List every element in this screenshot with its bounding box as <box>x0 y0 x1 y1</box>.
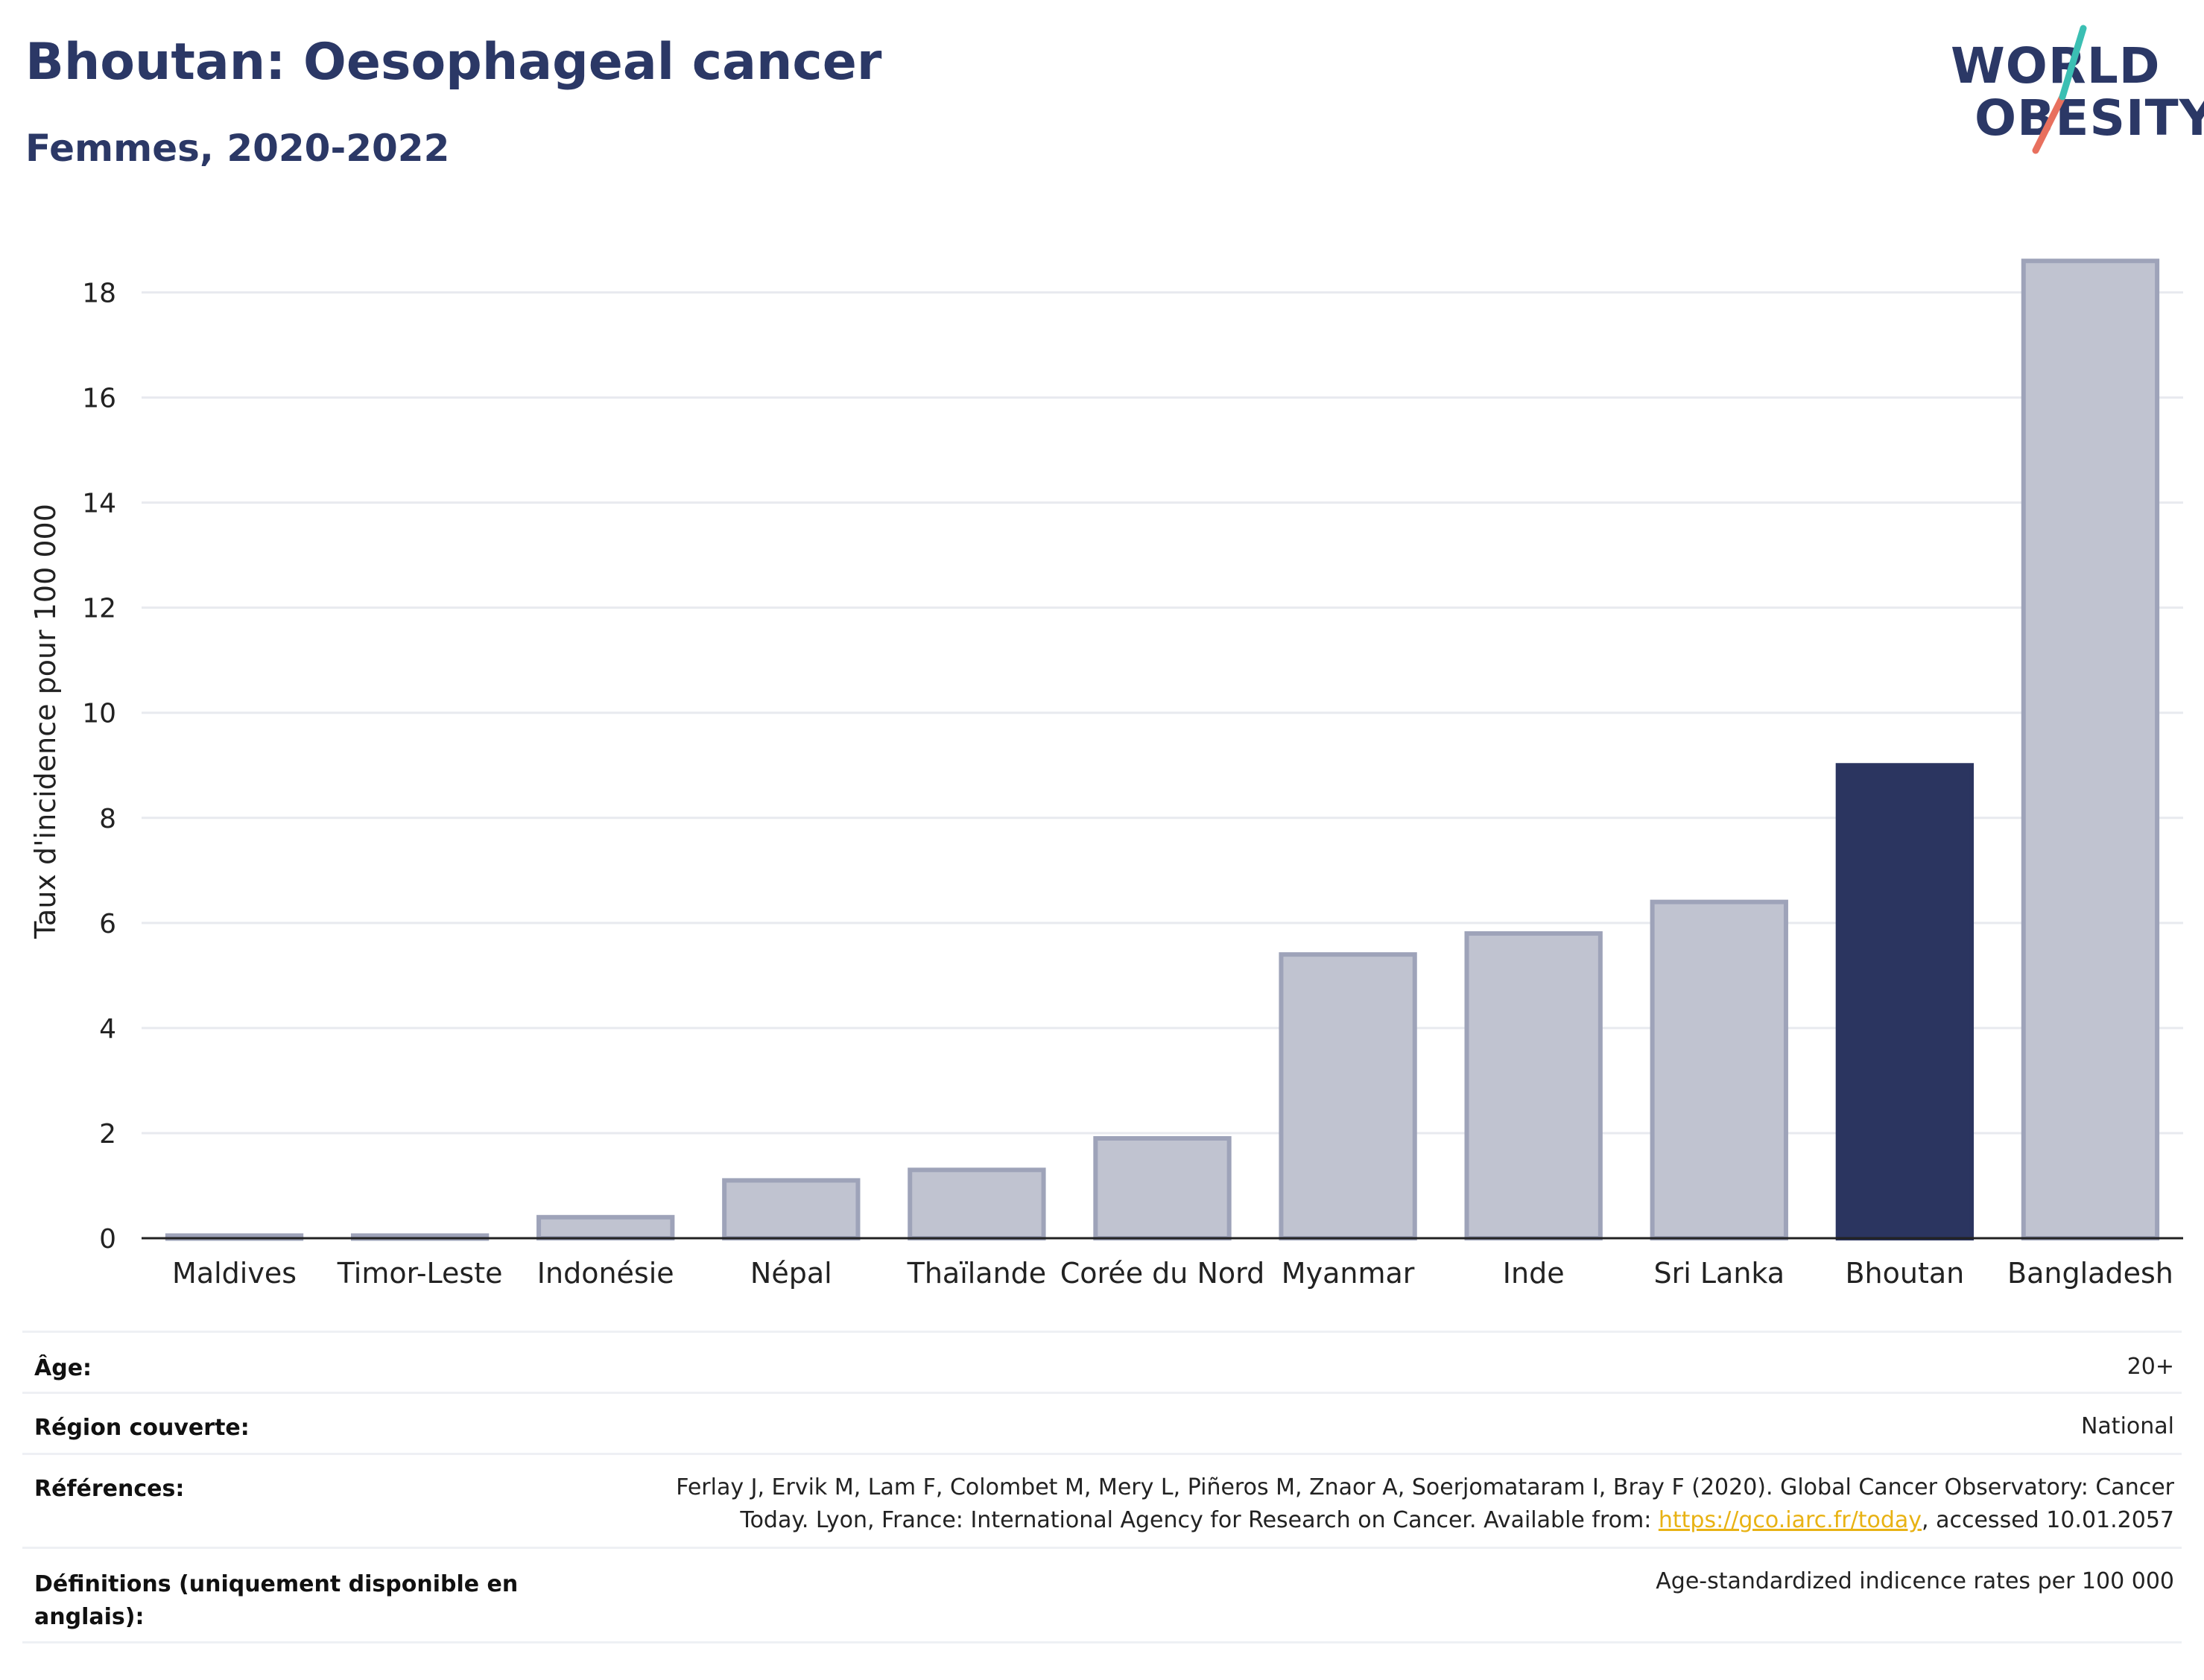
y-tick-labels: 0 2 4 6 8 10 12 14 16 18 <box>82 279 116 1255</box>
x-tick-label: Maldives <box>172 1257 297 1290</box>
info-row-definitions: Définitions (uniquement disponible en an… <box>22 1547 2182 1643</box>
bar-sri-lanka <box>1650 899 1788 1240</box>
definitions-label: Définitions (uniquement disponible en an… <box>34 1568 518 1634</box>
references-line2: Today. Lyon, France: International Agenc… <box>676 1504 2174 1537</box>
y-axis-label: Taux d'incidence pour 100 000 <box>29 504 62 939</box>
bar-indon-sie <box>536 1214 675 1240</box>
definitions-label-line1: Définitions (uniquement disponible en <box>34 1571 519 1597</box>
region-label: Région couverte: <box>34 1415 250 1441</box>
references-link[interactable]: https://gco.iarc.fr/today <box>1658 1507 1922 1533</box>
world-obesity-logo: WORLD OBESITY <box>1937 22 2204 156</box>
definitions-label-line2: anglais): <box>34 1604 145 1630</box>
x-tick-labels: Maldives Timor-Leste Indonésie Népal Thaïlan… <box>172 1257 2173 1290</box>
bar-bangladesh <box>2021 259 2160 1240</box>
x-tick-label: Bangladesh <box>2007 1257 2173 1290</box>
x-tick-label: Thaïlande <box>907 1257 1047 1290</box>
bars <box>165 259 2160 1241</box>
info-row-age: Âge: 20+ <box>22 1331 2182 1392</box>
x-tick-label: Indonésie <box>537 1257 674 1290</box>
age-value: 20+ <box>2127 1354 2174 1380</box>
info-row-references: Références: Ferlay J, Ervik M, Lam F, Co… <box>22 1453 2182 1547</box>
y-tick-label: 6 <box>99 909 116 939</box>
y-tick-label: 18 <box>82 279 116 309</box>
definitions-value: Age-standardized indicence rates per 100… <box>1656 1568 2174 1594</box>
chart-title: Bhoutan: Oesophageal cancer <box>25 33 882 92</box>
bar-inde <box>1464 931 1603 1241</box>
x-tick-label: Inde <box>1503 1257 1565 1290</box>
bar-myanmar <box>1279 952 1417 1240</box>
y-tick-label: 10 <box>82 699 116 729</box>
info-row-region: Région couverte: National <box>22 1392 2182 1454</box>
references-line2-post: , accessed 10.01.2057 <box>1922 1507 2174 1533</box>
x-tick-label: Sri Lanka <box>1653 1257 1785 1290</box>
references-label: Références: <box>34 1476 185 1502</box>
y-tick-label: 14 <box>82 489 116 519</box>
y-tick-label: 12 <box>82 594 116 624</box>
y-tick-label: 16 <box>82 384 116 414</box>
x-tick-label: Bhoutan <box>1845 1257 1964 1290</box>
x-tick-label: Myanmar <box>1282 1257 1415 1290</box>
bar-chart: 0 2 4 6 8 10 12 14 16 18 Maldives Timor-Leste Indon… <box>29 259 2183 1290</box>
x-tick-label: Timor-Leste <box>337 1257 503 1290</box>
chart-subtitle: Femmes, 2020-2022 <box>25 127 450 170</box>
logo-slash-icon <box>2032 25 2087 154</box>
bar-cor-e-du-nord <box>1093 1136 1232 1240</box>
x-tick-label: Corée du Nord <box>1060 1257 1264 1290</box>
bar-bhoutan <box>1835 763 1975 1240</box>
references-value: Ferlay J, Ervik M, Lam F, Colombet M, Me… <box>676 1471 2174 1537</box>
region-value: National <box>2080 1413 2174 1439</box>
age-label: Âge: <box>34 1355 92 1381</box>
y-tick-label: 8 <box>99 804 116 834</box>
y-tick-label: 4 <box>99 1014 116 1045</box>
logo-line2: OBESITY <box>1975 89 2204 147</box>
y-tick-label: 0 <box>99 1224 116 1255</box>
references-line2-pre: Today. Lyon, France: International Agenc… <box>740 1507 1659 1533</box>
bar-n-pal <box>722 1178 861 1240</box>
x-tick-label: Népal <box>750 1257 832 1290</box>
y-tick-label: 2 <box>99 1119 116 1150</box>
references-line1: Ferlay J, Ervik M, Lam F, Colombet M, Me… <box>676 1474 2174 1500</box>
bar-tha-lande <box>908 1167 1046 1241</box>
logo-line1: WORLD <box>1951 37 2161 95</box>
